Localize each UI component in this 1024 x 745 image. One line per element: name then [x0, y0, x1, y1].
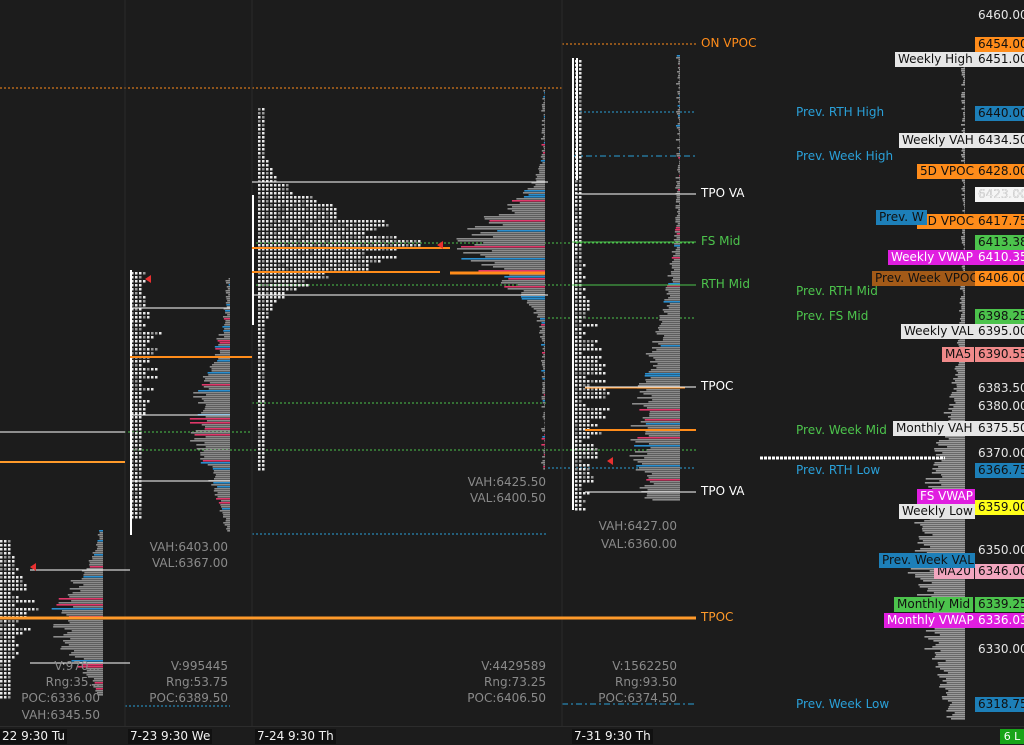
price-tag: 6359.00	[975, 500, 1024, 515]
price-tag: 6375.50	[975, 421, 1024, 436]
price-tick-label: 6460.00	[978, 8, 1024, 23]
price-tag: 6366.75	[975, 463, 1024, 478]
price-tick-label: 6423.00	[978, 187, 1024, 202]
session-date-label: 7-24 9:30 Th	[255, 729, 336, 744]
price-tag: 6428.00	[975, 164, 1024, 179]
price-tag: 6318.75	[975, 697, 1024, 712]
session-date-label: 7-31 9:30 Th	[572, 729, 653, 744]
price-tick-label: 6330.00	[978, 642, 1024, 657]
price-tag: 6434.50	[975, 133, 1024, 148]
price-tag: 6413.38	[975, 235, 1024, 250]
session-date-label: 22 9:30 Tu	[0, 729, 67, 744]
price-tag: 6406.00	[975, 271, 1024, 286]
price-tick-label: 6370.00	[978, 446, 1024, 461]
price-tag: 6336.03	[975, 613, 1024, 628]
price-tag: 6417.75	[975, 214, 1024, 229]
session-date-label: 7-23 9:30 We	[128, 729, 212, 744]
price-tick-label: 6383.50	[978, 381, 1024, 396]
price-tick-label: 6380.00	[978, 399, 1024, 414]
price-tag: 6451.00	[975, 52, 1024, 67]
price-tag: 6339.25	[975, 597, 1024, 612]
price-tag: 6398.25	[975, 309, 1024, 324]
price-tag: 6346.00	[975, 564, 1024, 579]
corner-badge[interactable]: 6 L	[1000, 729, 1024, 744]
price-tag: 6440.00	[975, 106, 1024, 121]
price-tag: 6410.35	[975, 250, 1024, 265]
price-tick-label: 6350.00	[978, 543, 1024, 558]
price-tag: 6390.55	[975, 347, 1024, 362]
price-tag: 6395.00	[975, 324, 1024, 339]
price-tag: 6454.00	[975, 37, 1024, 52]
